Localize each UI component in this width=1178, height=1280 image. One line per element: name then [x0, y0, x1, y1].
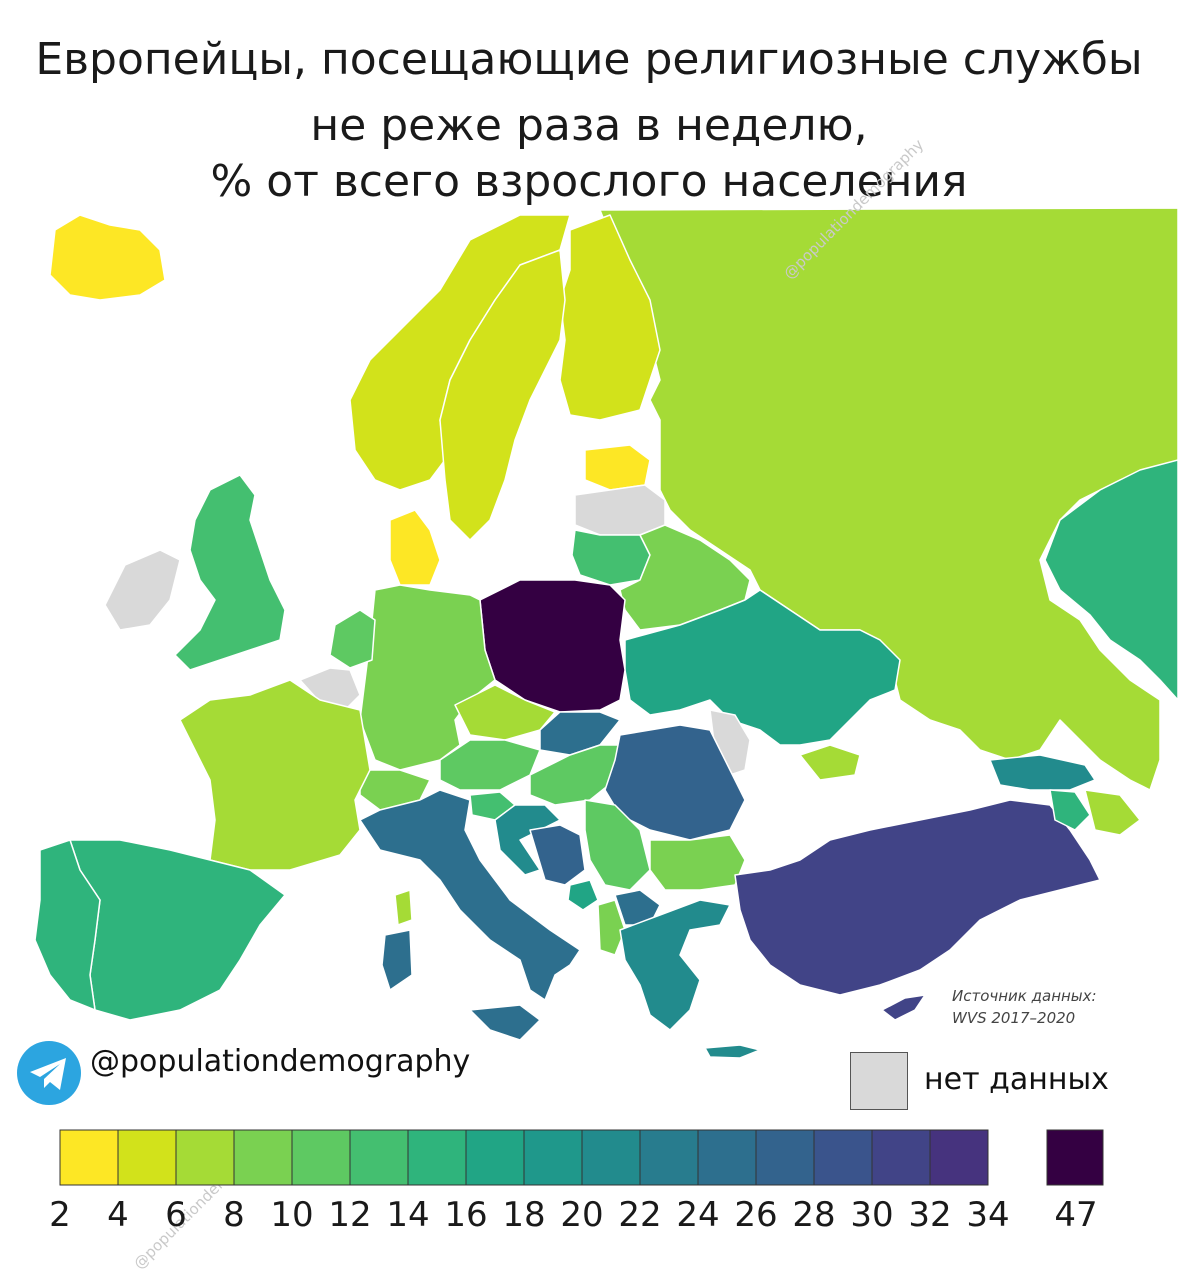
legend-bin-18-20 — [523, 1129, 583, 1186]
region-montenegro — [567, 879, 599, 911]
legend-tick-label: 20 — [560, 1195, 604, 1235]
legend-bin-22-24 — [639, 1129, 699, 1186]
legend-bin-16-18 — [465, 1129, 525, 1186]
legend-tick-label: 34 — [966, 1195, 1010, 1235]
region-lithuania — [571, 529, 651, 586]
region-denmark — [389, 509, 441, 586]
legend-tick-label: 22 — [618, 1195, 662, 1235]
legend-bin-26-28 — [755, 1129, 815, 1186]
region-latvia — [574, 484, 666, 536]
region-czechia — [454, 684, 556, 741]
region-iceland — [49, 214, 166, 301]
legend-bin-4-6 — [117, 1129, 177, 1186]
legend-tick-label: 12 — [328, 1195, 372, 1235]
legend-bin-8-10 — [233, 1129, 293, 1186]
region-corsica — [394, 889, 413, 926]
region-poland — [479, 579, 626, 713]
region-armenia — [1049, 789, 1091, 831]
region-romania — [604, 724, 746, 841]
legend-tick-label: 8 — [223, 1195, 245, 1235]
region-france — [179, 679, 371, 871]
legend-tick-label: 4 — [107, 1195, 129, 1235]
region-united-kingdom — [174, 474, 286, 671]
region-crete — [704, 1044, 761, 1059]
legend-tick-label: 26 — [734, 1195, 778, 1235]
no-data-label: нет данных — [924, 1062, 1109, 1097]
region-croatia — [494, 804, 561, 876]
region-netherlands — [329, 609, 376, 669]
region-crimea — [799, 744, 861, 781]
legend-tick-label: 10 — [270, 1195, 314, 1235]
brand-handle: @populationdemography — [90, 1044, 471, 1079]
legend-tick-label: 28 — [792, 1195, 836, 1235]
legend-tick-label: 6 — [165, 1195, 187, 1235]
region-cyprus — [881, 994, 926, 1021]
region-sicily — [469, 1004, 541, 1041]
region-sardinia — [381, 929, 413, 991]
region-kazakhstan — [1044, 459, 1178, 701]
region-north-macedonia — [614, 889, 661, 926]
color-legend — [59, 1129, 1104, 1186]
legend-outlier-swatch — [1046, 1129, 1104, 1186]
legend-bin-20-22 — [581, 1129, 641, 1186]
legend-tick-label: 2 — [49, 1195, 71, 1235]
region-russia — [599, 207, 1178, 791]
region-sweden — [439, 249, 566, 541]
legend-bin-32-34 — [929, 1129, 989, 1186]
legend-tick-label: 32 — [908, 1195, 952, 1235]
no-data-swatch — [850, 1052, 908, 1110]
legend-tick-label: 14 — [386, 1195, 430, 1235]
europe-map — [34, 207, 1178, 1059]
legend-tick-label: 16 — [444, 1195, 488, 1235]
source-label: Источник данных: — [952, 987, 1097, 1005]
region-albania — [597, 899, 626, 956]
legend-bin-12-14 — [349, 1129, 409, 1186]
legend-bin-14-16 — [407, 1129, 467, 1186]
telegram-icon — [17, 1041, 81, 1105]
region-georgia — [989, 754, 1096, 791]
source-note: Источник данных: WVS 2017–2020 — [952, 985, 1097, 1029]
map-title-line2: не реже раза в неделю, — [310, 100, 868, 151]
region-azerbaijan — [1084, 789, 1141, 836]
legend-bin-28-30 — [813, 1129, 873, 1186]
legend-tick-label: 30 — [850, 1195, 894, 1235]
legend-bin-10-12 — [291, 1129, 351, 1186]
legend-tick-label: 24 — [676, 1195, 720, 1235]
legend-tick-label: 18 — [502, 1195, 546, 1235]
source-name: WVS 2017–2020 — [952, 1009, 1076, 1027]
region-ukraine — [624, 589, 901, 746]
legend-outlier-label: 47 — [1054, 1195, 1098, 1235]
region-ireland — [104, 549, 181, 631]
region-turkey — [734, 799, 1101, 996]
legend-bin-6-8 — [175, 1129, 235, 1186]
legend-bin-30-32 — [871, 1129, 931, 1186]
region-estonia — [584, 444, 651, 491]
legend-bin-2-4 — [59, 1129, 119, 1186]
map-title-line3: % от всего взрослого населения — [210, 156, 968, 207]
legend-bin-24-26 — [697, 1129, 757, 1186]
region-greece — [619, 899, 731, 1031]
region-portugal — [34, 839, 101, 1011]
region-bulgaria — [649, 834, 746, 891]
region-bosnia — [529, 824, 586, 886]
region-serbia — [584, 799, 651, 891]
map-title-line1: Европейцы, посещающие религиозные службы — [35, 34, 1143, 85]
region-italy — [359, 789, 581, 1001]
region-germany — [359, 584, 496, 771]
